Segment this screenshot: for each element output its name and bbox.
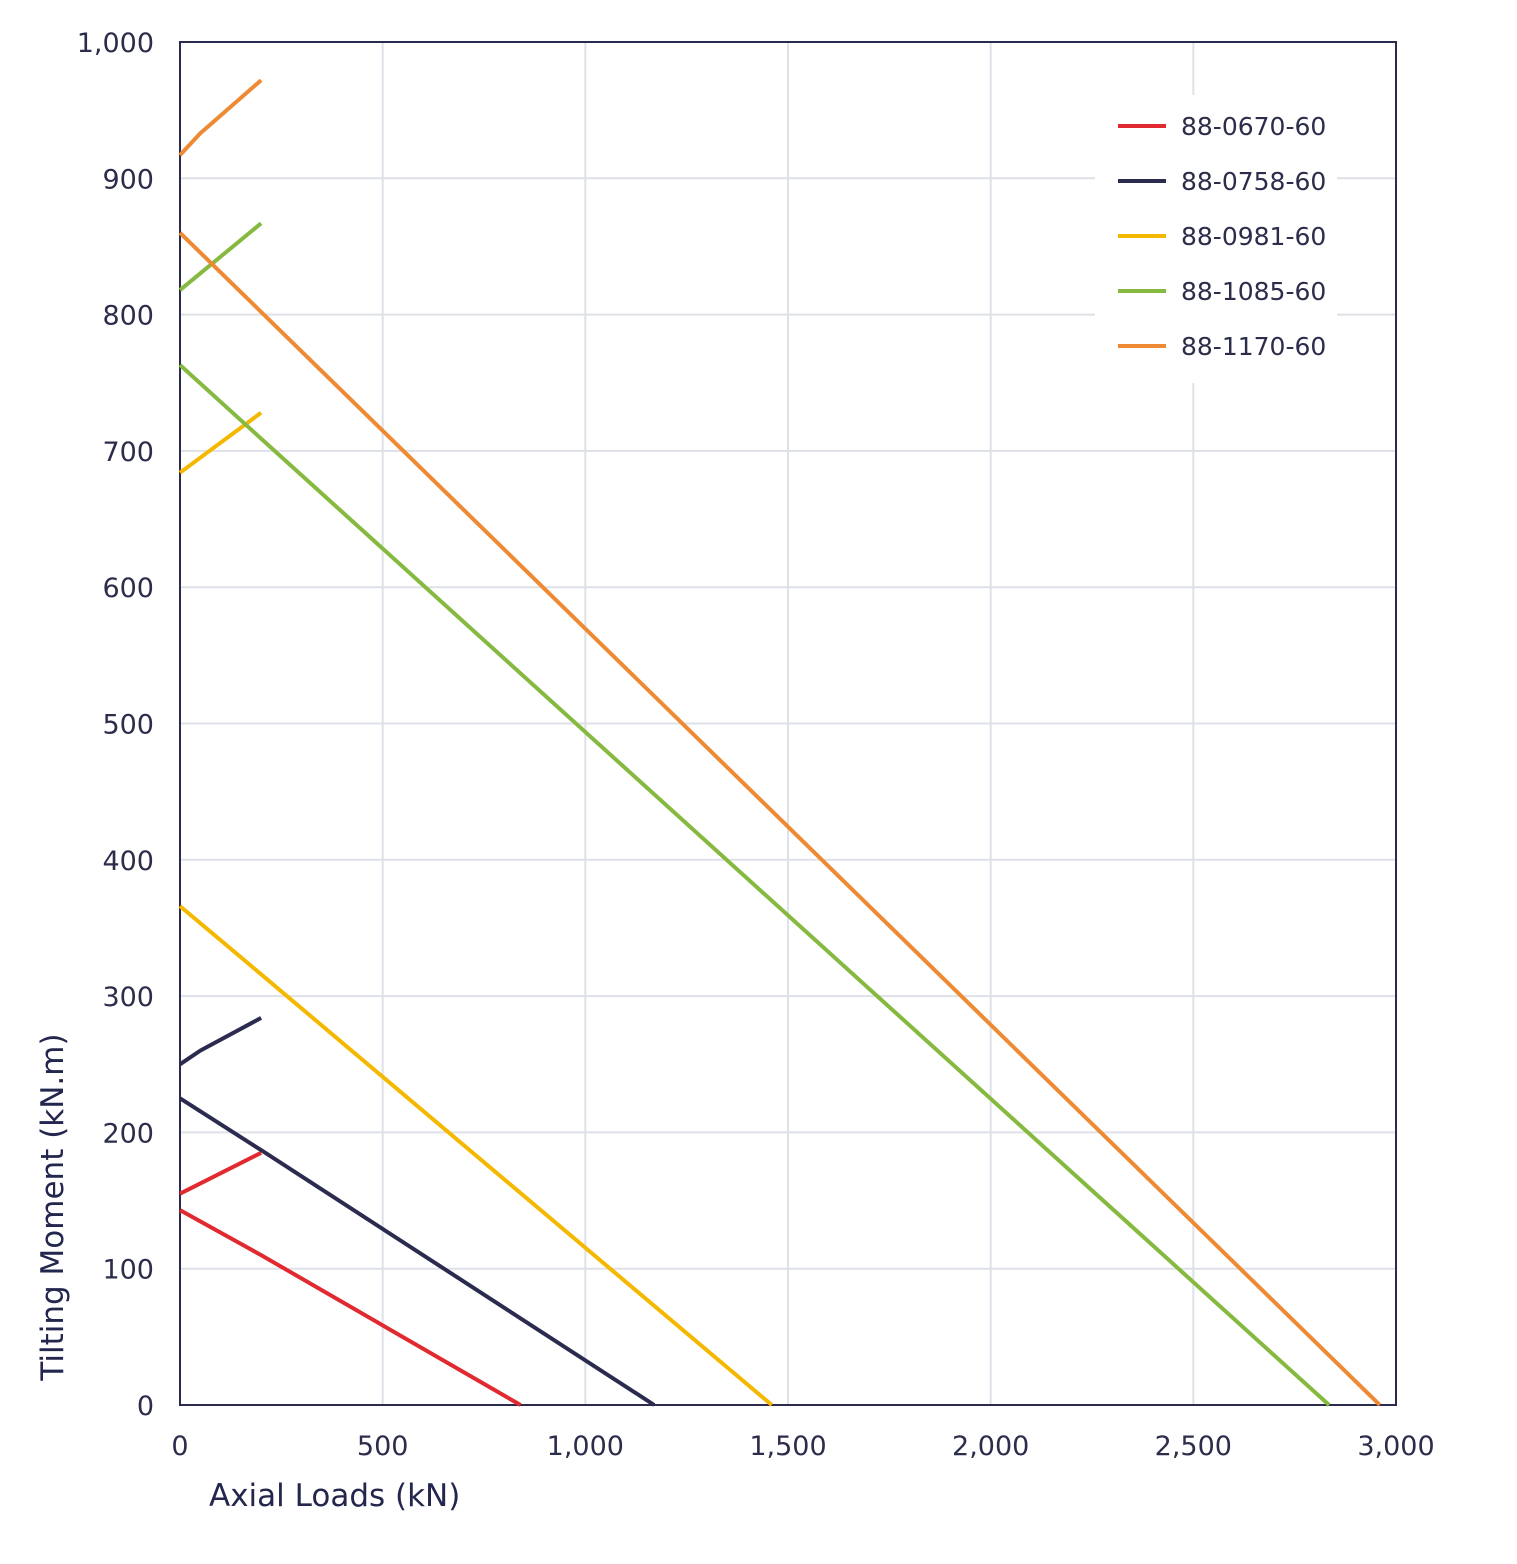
x-tick-label: 2,500 — [1155, 1431, 1232, 1462]
y-tick-label: 1,000 — [77, 28, 154, 59]
series-88-0758-60 — [178, 1016, 656, 1407]
x-tick-label: 2,000 — [952, 1431, 1029, 1462]
legend-item: 88-0758-60 — [1118, 167, 1326, 196]
plot-area-frame — [179, 41, 1397, 1406]
series-line — [179, 1151, 263, 1196]
y-tick-label: 0 — [137, 1391, 154, 1422]
y-tick-label: 500 — [102, 710, 154, 741]
legend: 88-0670-60 88-0758-60 88-0981-60 88-1085-60… — [1095, 95, 1337, 383]
legend-label: 88-0981-60 — [1181, 222, 1326, 251]
legend-item: 88-1170-60 — [1118, 332, 1326, 361]
x-tick-label: 500 — [357, 1431, 409, 1462]
legend-item: 88-0670-60 — [1118, 112, 1326, 141]
series-line — [179, 1208, 522, 1407]
x-axis-title: Axial Loads (kN) — [209, 1478, 460, 1514]
y-tick-label: 700 — [102, 437, 154, 468]
y-tick-label: 900 — [102, 164, 154, 195]
x-tick-label: 0 — [171, 1431, 188, 1462]
series-line — [178, 221, 263, 292]
y-tick-label: 600 — [102, 573, 154, 604]
legend-item: 88-0981-60 — [1118, 222, 1326, 251]
x-tick-label: 3,000 — [1357, 1431, 1434, 1462]
legend-label: 88-1170-60 — [1181, 332, 1326, 361]
series-line — [178, 411, 263, 475]
series-line — [178, 78, 263, 157]
x-tick-label: 1,500 — [749, 1431, 826, 1462]
y-axis-title: Tilting Moment (kN.m) — [35, 1033, 71, 1381]
y-tick-label: 400 — [102, 846, 154, 877]
series-line — [178, 1016, 263, 1066]
series-88-1085-60 — [178, 221, 1331, 1407]
legend-label: 88-1085-60 — [1181, 277, 1326, 306]
series-line — [178, 231, 1382, 1407]
series-88-0670-60 — [179, 1151, 522, 1407]
series-88-1170-60 — [178, 78, 1382, 1407]
tick-labels: 0 500 1,000 1,500 2,000 2,500 3,000 0 100 200 300 4… — [77, 28, 1435, 1462]
legend-label: 88-0758-60 — [1181, 167, 1326, 196]
series-line — [178, 1096, 656, 1407]
legend-label: 88-0670-60 — [1181, 112, 1326, 141]
x-tick-label: 1,000 — [547, 1431, 624, 1462]
y-tick-label: 100 — [102, 1255, 154, 1286]
series-group — [178, 78, 1382, 1407]
y-tick-label: 800 — [102, 301, 154, 332]
legend-item: 88-1085-60 — [1118, 277, 1326, 306]
series-line — [178, 363, 1331, 1407]
y-tick-label: 200 — [102, 1118, 154, 1149]
series-88-0981-60 — [178, 411, 774, 1407]
legend-background — [1095, 95, 1337, 383]
series-line — [178, 904, 774, 1407]
y-tick-label: 300 — [102, 982, 154, 1013]
